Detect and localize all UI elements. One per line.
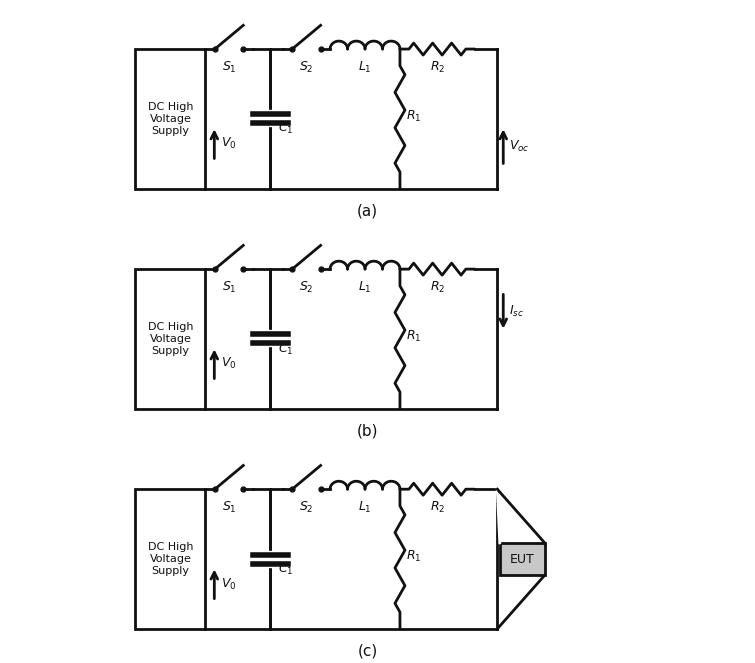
Text: (b): (b) bbox=[357, 424, 378, 439]
Text: $V_0$: $V_0$ bbox=[220, 576, 236, 591]
Text: $C_1$: $C_1$ bbox=[278, 562, 293, 577]
Text: $R_2$: $R_2$ bbox=[430, 60, 445, 75]
Text: $C_1$: $C_1$ bbox=[278, 121, 293, 137]
Text: $C_1$: $C_1$ bbox=[278, 341, 293, 357]
Text: DC High
Voltage
Supply: DC High Voltage Supply bbox=[148, 102, 193, 135]
Bar bbox=[135, 489, 205, 629]
Text: $S_2$: $S_2$ bbox=[299, 500, 313, 515]
Text: $S_1$: $S_1$ bbox=[222, 280, 236, 295]
Text: $S_2$: $S_2$ bbox=[299, 60, 313, 75]
Text: DC High
Voltage
Supply: DC High Voltage Supply bbox=[148, 322, 193, 355]
Text: $L_1$: $L_1$ bbox=[358, 60, 372, 75]
Text: $R_2$: $R_2$ bbox=[430, 500, 445, 515]
Text: $L_1$: $L_1$ bbox=[358, 280, 372, 295]
Text: (a): (a) bbox=[357, 204, 378, 219]
Text: $V_0$: $V_0$ bbox=[220, 137, 236, 151]
Text: EUT: EUT bbox=[510, 552, 535, 566]
Text: $S_1$: $S_1$ bbox=[222, 500, 236, 515]
Bar bbox=[135, 269, 205, 409]
Text: $S_1$: $S_1$ bbox=[222, 60, 236, 75]
Text: $I_{sc}$: $I_{sc}$ bbox=[509, 304, 524, 319]
Text: $R_2$: $R_2$ bbox=[430, 280, 445, 295]
Text: $L_1$: $L_1$ bbox=[358, 500, 372, 515]
Bar bbox=[500, 543, 544, 575]
Text: $R_1$: $R_1$ bbox=[406, 549, 422, 564]
Text: $R_1$: $R_1$ bbox=[406, 109, 422, 124]
Text: $S_2$: $S_2$ bbox=[299, 280, 313, 295]
Text: $V_{oc}$: $V_{oc}$ bbox=[509, 139, 530, 154]
Text: $R_1$: $R_1$ bbox=[406, 329, 422, 344]
Text: $V_0$: $V_0$ bbox=[220, 357, 236, 371]
Text: DC High
Voltage
Supply: DC High Voltage Supply bbox=[148, 542, 193, 575]
Bar bbox=[135, 49, 205, 189]
Text: (c): (c) bbox=[357, 644, 378, 659]
